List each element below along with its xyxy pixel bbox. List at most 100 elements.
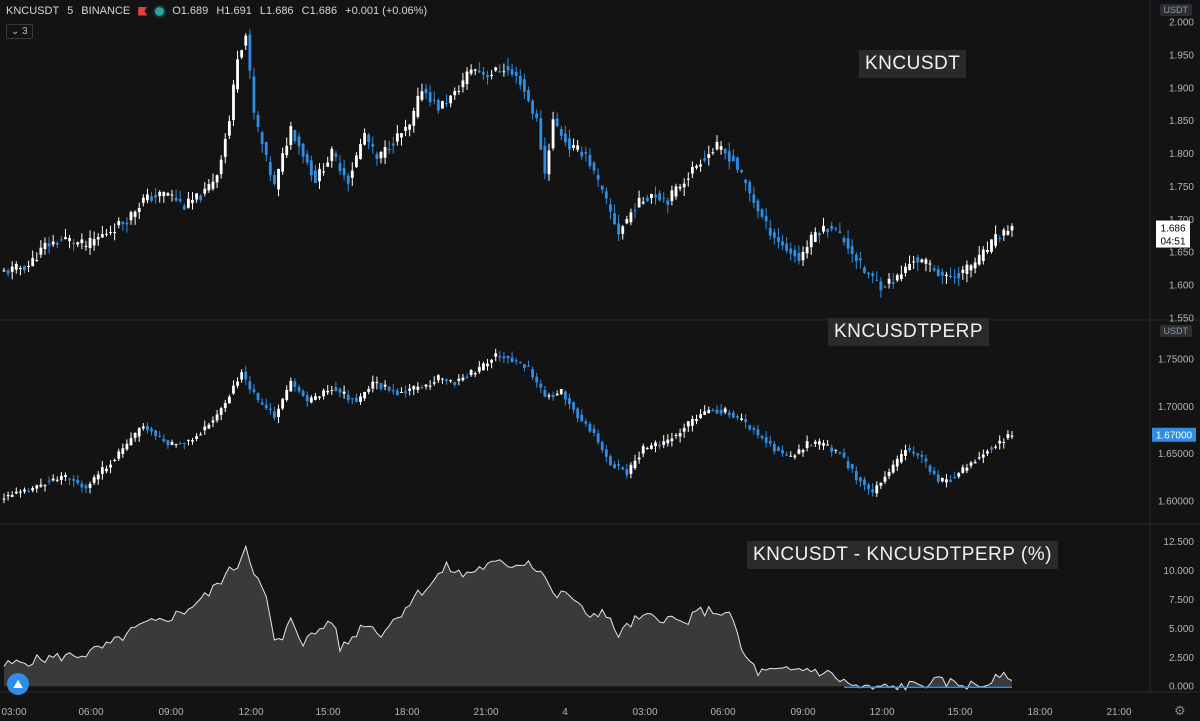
candle-body bbox=[27, 491, 30, 493]
candle-body bbox=[273, 411, 276, 418]
market-status-icon bbox=[155, 6, 165, 16]
indicators-toggle[interactable]: ⌄ 3 bbox=[6, 24, 33, 39]
candle-body bbox=[518, 362, 522, 364]
candle-body bbox=[76, 479, 80, 484]
logo-icon[interactable]: ⛰ bbox=[7, 673, 29, 695]
candle-body bbox=[535, 376, 539, 383]
candle-body bbox=[572, 402, 575, 410]
candle-body bbox=[654, 442, 657, 447]
candle-body bbox=[522, 364, 526, 368]
candle-body bbox=[400, 391, 403, 393]
candle-body bbox=[633, 460, 637, 469]
candle-body bbox=[256, 114, 260, 127]
candle-body bbox=[268, 408, 272, 411]
candle-body bbox=[486, 75, 489, 78]
candle-body bbox=[953, 276, 957, 278]
candle-body bbox=[318, 396, 321, 398]
candle-body bbox=[457, 378, 461, 381]
candle-body bbox=[129, 212, 133, 221]
pane1-unit: USDT bbox=[1159, 4, 1192, 16]
candle-body bbox=[650, 445, 653, 449]
candle-body bbox=[51, 478, 55, 481]
candle-body bbox=[309, 160, 313, 176]
candle-body bbox=[904, 266, 907, 273]
candle-body bbox=[703, 158, 707, 161]
y-tick-label: 2.500 bbox=[1169, 653, 1194, 664]
interval-label[interactable]: 5 bbox=[67, 5, 74, 17]
candle-body bbox=[871, 489, 875, 493]
candle-body bbox=[781, 450, 784, 454]
candle-body bbox=[973, 262, 977, 269]
candle-body bbox=[957, 273, 961, 279]
candle-body bbox=[973, 461, 977, 464]
candle-body bbox=[830, 225, 834, 230]
flag-icon[interactable] bbox=[138, 6, 148, 16]
candle-body bbox=[477, 366, 481, 372]
candle-body bbox=[600, 185, 604, 190]
settings-gear-icon[interactable]: ⚙ bbox=[1174, 703, 1186, 718]
candle-body bbox=[494, 353, 498, 357]
candle-body bbox=[969, 265, 973, 271]
countdown-tag bbox=[1156, 234, 1190, 248]
x-tick-label: 15:00 bbox=[315, 707, 340, 718]
candle-body bbox=[789, 248, 793, 254]
candle-body bbox=[248, 34, 252, 71]
candle-body bbox=[543, 390, 547, 397]
candle-body bbox=[887, 472, 891, 477]
candle-body bbox=[543, 145, 547, 174]
candle-body bbox=[899, 453, 903, 463]
x-tick-label: 06:00 bbox=[710, 707, 735, 718]
candle-body bbox=[760, 436, 764, 439]
candle-body bbox=[240, 50, 244, 58]
candle-body bbox=[908, 447, 911, 451]
candle-body bbox=[871, 273, 875, 276]
candle-body bbox=[863, 479, 866, 486]
candle-body bbox=[813, 232, 817, 242]
candle-body bbox=[354, 155, 358, 168]
candle-body bbox=[289, 126, 293, 145]
candle-body bbox=[35, 485, 39, 489]
candle-body bbox=[850, 464, 854, 469]
candle-body bbox=[797, 449, 801, 454]
candle-body bbox=[838, 452, 842, 454]
candle-body bbox=[289, 380, 293, 392]
candle-body bbox=[1010, 226, 1014, 231]
candle-body bbox=[207, 424, 211, 429]
candle-body bbox=[363, 133, 366, 145]
candle-body bbox=[232, 385, 235, 394]
symbol-label[interactable]: KNCUSDT bbox=[6, 5, 60, 17]
candle-body bbox=[650, 193, 653, 199]
candle-body bbox=[969, 462, 973, 466]
candle-body bbox=[559, 389, 563, 395]
candle-body bbox=[395, 390, 399, 395]
candle-body bbox=[436, 100, 440, 111]
candle-body bbox=[981, 249, 985, 262]
candle-body bbox=[453, 381, 457, 386]
candle-body bbox=[777, 447, 780, 452]
candle-body bbox=[801, 449, 805, 453]
candle-body bbox=[236, 381, 239, 386]
candle-body bbox=[248, 381, 252, 390]
candle-body bbox=[977, 254, 981, 265]
candle-body bbox=[928, 465, 932, 472]
candle-body bbox=[604, 191, 608, 199]
candle-body bbox=[563, 133, 567, 143]
candle-body bbox=[867, 272, 870, 275]
candle-body bbox=[1006, 434, 1010, 439]
candle-body bbox=[236, 59, 239, 90]
x-tick-label: 21:00 bbox=[1106, 707, 1131, 718]
candle-body bbox=[469, 370, 473, 376]
candle-body bbox=[359, 144, 362, 160]
candle-body bbox=[178, 443, 182, 445]
candle-body bbox=[182, 205, 186, 210]
candle-body bbox=[88, 237, 92, 249]
candle-body bbox=[764, 437, 768, 443]
candle-body bbox=[686, 421, 690, 427]
candle-body bbox=[625, 219, 629, 224]
y-tick-label: 5.000 bbox=[1169, 624, 1194, 635]
candle-body bbox=[617, 223, 621, 235]
candle-body bbox=[363, 391, 366, 399]
candle-body bbox=[457, 91, 461, 93]
candle-body bbox=[100, 234, 104, 238]
